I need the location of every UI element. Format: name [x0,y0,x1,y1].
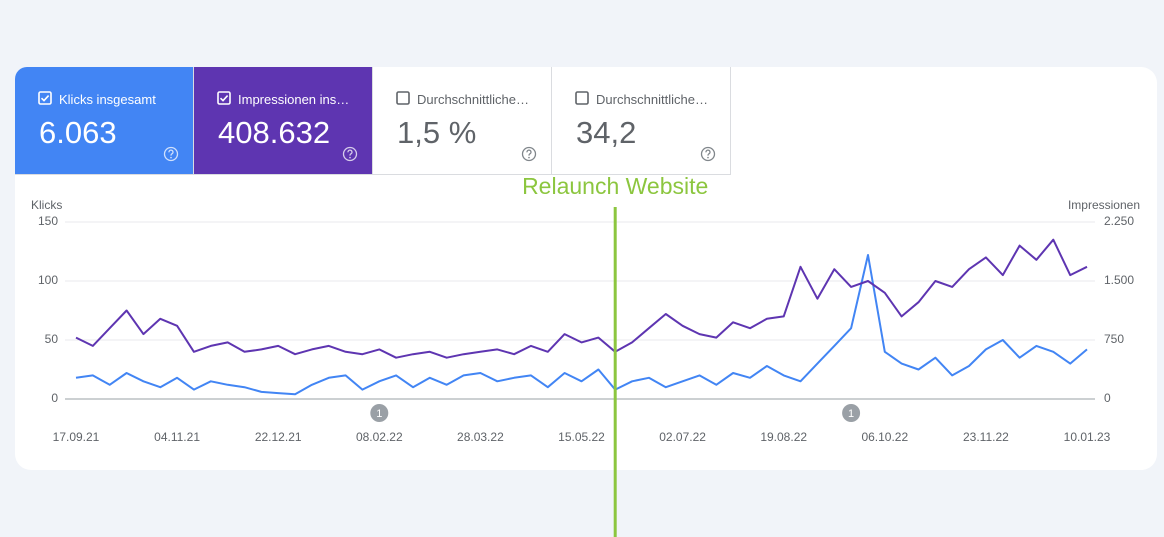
checkbox-box [575,91,589,105]
help-circle [163,146,179,162]
help-dot [707,156,709,159]
annotation-marker[interactable] [842,404,861,422]
metric-value: 408.632 [218,115,331,150]
help-mark [705,149,711,156]
metric-card[interactable]: Durchschnittliche… 1,5 % [373,67,552,175]
y-axis-label: Klicks [31,198,62,212]
metric-label: Klicks insgesamt [59,92,156,107]
y2-tick-label: 0 [1104,391,1111,405]
relaunch-label: Relaunch Website [522,173,708,199]
annotation-marker[interactable] [370,404,389,422]
help-dot [170,156,172,159]
y-tick-label: 150 [38,214,58,228]
x-tick-label: 08.02.22 [356,430,403,444]
help-icon[interactable] [700,146,716,162]
x-tick-label: 06.10.22 [861,430,908,444]
x-tick-label: 22.12.21 [255,430,302,444]
y2-tick-label: 750 [1104,332,1124,346]
metric-cards: Klicks insgesamt 6.063 Impressionen ins… 40… [15,67,731,175]
help-circle [342,146,358,162]
help-mark [526,149,532,156]
series-line [75,254,1088,396]
annotation-marker-label: 1 [848,408,854,420]
metric-label: Durchschnittliche… [596,92,708,107]
help-icon[interactable] [163,146,179,162]
y2-tick-label: 2.250 [1104,214,1134,228]
x-tick-label: 04.11.21 [154,430,200,444]
metric-card[interactable]: Klicks insgesamt 6.063 [15,67,194,175]
checkbox[interactable] [575,91,589,105]
x-tick-label: 23.11.22 [963,430,1009,444]
checkbox-box [38,91,52,105]
help-dot [349,156,351,159]
y2-axis-label: Impressionen [1068,198,1140,212]
y-tick-label: 0 [51,391,58,405]
y-tick-label: 100 [38,273,58,287]
checkmark [219,95,229,102]
checkbox[interactable] [38,91,52,105]
metric-card[interactable]: Impressionen ins… 408.632 [194,67,373,175]
x-tick-label: 15.05.22 [558,430,605,444]
metric-value: 1,5 % [397,115,477,150]
help-circle [700,146,716,162]
metric-card[interactable]: Durchschnittliche… 34,2 [552,67,731,175]
series-line [75,238,1088,359]
help-mark [168,149,174,156]
help-circle [521,146,537,162]
help-icon[interactable] [342,146,358,162]
x-tick-label: 19.08.22 [760,430,807,444]
metric-label: Impressionen ins… [238,92,350,107]
checkbox-box [217,91,231,105]
x-tick-label: 28.03.22 [457,430,504,444]
x-tick-label: 17.09.21 [53,430,100,444]
annotation-marker-label: 1 [376,408,382,420]
checkbox-box [396,91,410,105]
y2-tick-label: 1.500 [1104,273,1134,287]
x-tick-label: 02.07.22 [659,430,706,444]
x-tick-label: 10.01.23 [1064,430,1111,444]
checkbox[interactable] [396,91,410,105]
help-icon[interactable] [521,146,537,162]
help-dot [528,156,530,159]
checkbox[interactable] [217,91,231,105]
metric-value: 6.063 [39,115,117,150]
metric-value: 34,2 [576,115,637,150]
help-mark [347,149,353,156]
y-tick-label: 50 [45,332,59,346]
checkmark [40,95,50,102]
metric-label: Durchschnittliche… [417,92,529,107]
